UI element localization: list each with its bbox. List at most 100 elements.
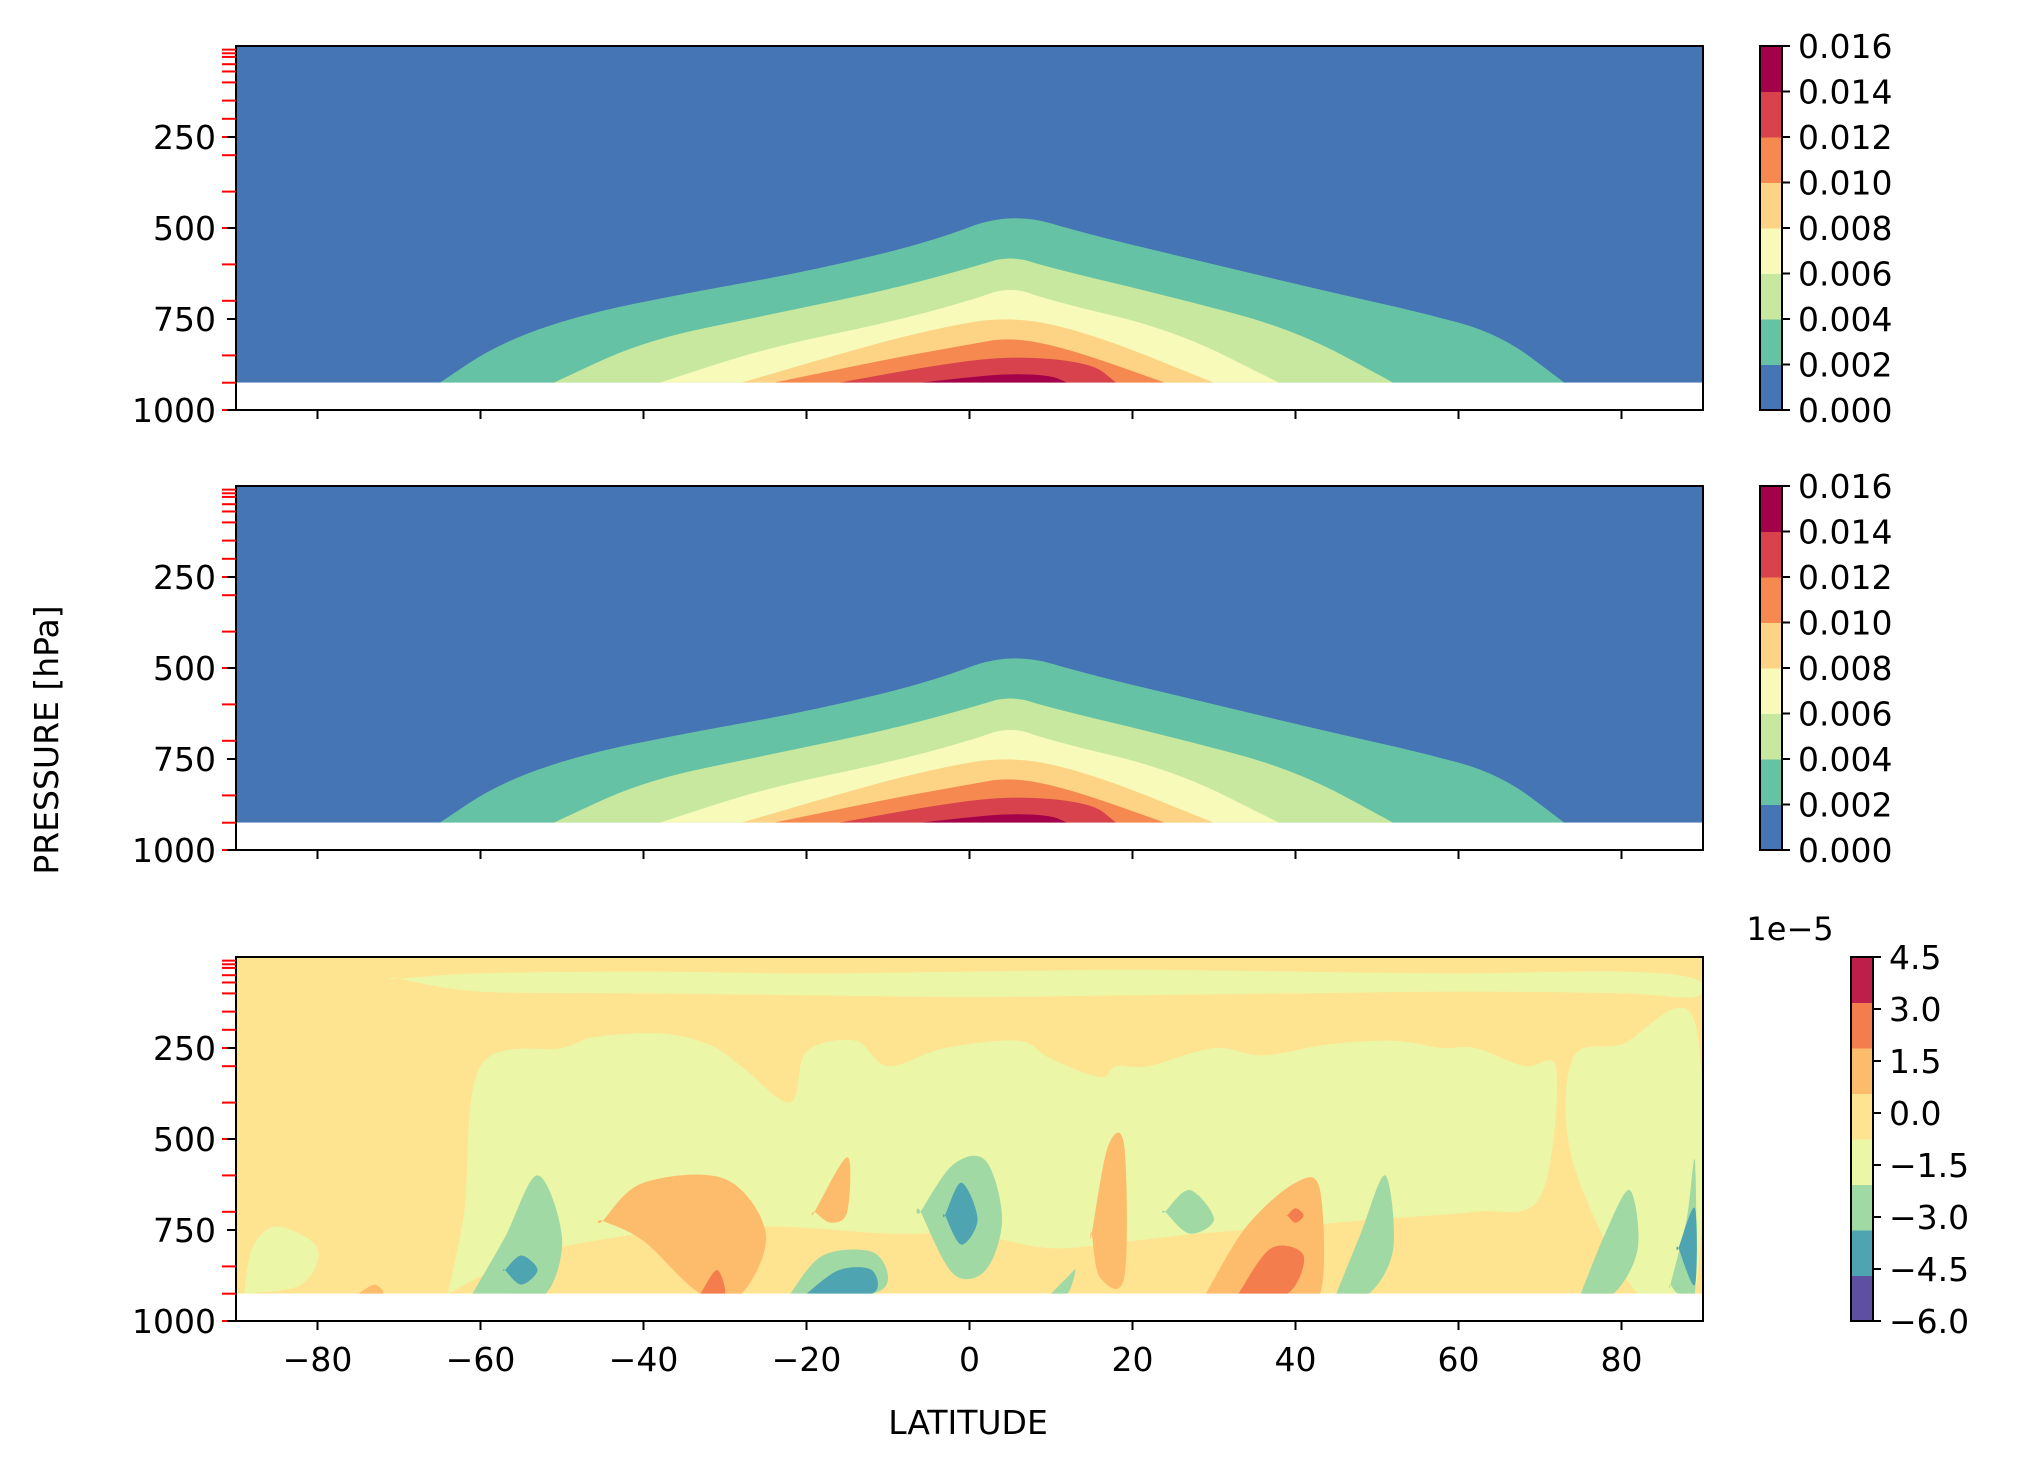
- contour-band: [244, 1226, 319, 1294]
- contour-band: [700, 1270, 726, 1294]
- colorbar-tick-label: 0.008: [1798, 649, 1892, 688]
- y-tick-label: 250: [153, 118, 216, 157]
- y-tick-label: 250: [153, 1029, 216, 1068]
- contour-band: [1162, 1189, 1214, 1234]
- colorbar-top: 0.000 0.002 0.004 0.006 0.008 0.010 0.012 0.014…: [1759, 27, 1892, 430]
- colorbar-segment: [1760, 273, 1782, 320]
- y-tick-label: 1000: [132, 1302, 216, 1341]
- contour-band: [472, 1175, 563, 1294]
- colorbar-tick-label: 3.0: [1889, 990, 1941, 1029]
- colorbar-bottom: 1e−5 −6.0 −4.5 −3.0 −1.5 0.0 1.5 3.0 4.5: [1746, 910, 1969, 1341]
- colorbar-segment: [1851, 1002, 1873, 1049]
- x-axis-label: LATITUDE: [888, 1403, 1048, 1442]
- no-data-strip: [236, 382, 1703, 410]
- colorbar-tick-label: 0.002: [1798, 346, 1892, 385]
- no-data-strip: [236, 1293, 1703, 1321]
- contour-band: [942, 1182, 978, 1245]
- contour-band: [597, 1174, 767, 1294]
- colorbar-segment: [1851, 957, 1873, 1003]
- y-tick-label: 250: [153, 558, 216, 597]
- colorbar-segment: [1760, 759, 1782, 805]
- colorbar-tick-label: 0.014: [1798, 73, 1892, 112]
- colorbar-tick-label: −1.5: [1889, 1146, 1969, 1185]
- colorbar-segment: [1760, 364, 1782, 411]
- colorbar-segment: [1760, 228, 1782, 274]
- contour-band: [502, 1255, 538, 1285]
- colorbar-tick-label: 0.006: [1798, 255, 1892, 294]
- colorbar-segment: [1851, 1093, 1873, 1140]
- colorbar-segment: [1760, 577, 1782, 623]
- colorbar-segment: [1760, 486, 1782, 532]
- colorbar-segment: [1851, 1048, 1873, 1094]
- x-tick-label: −40: [609, 1340, 679, 1379]
- colorbar-tick-label: 0.006: [1798, 695, 1892, 734]
- contour-band: [1580, 1189, 1639, 1294]
- contour-band: [920, 814, 1068, 823]
- colorbar-segment: [1851, 1139, 1873, 1185]
- colorbar-segment: [1851, 1184, 1873, 1231]
- colorbar-tick-label: 0.000: [1798, 391, 1892, 430]
- colorbar-segment: [1760, 622, 1782, 669]
- contour-field: [236, 957, 1703, 1294]
- y-tick-label: 500: [153, 649, 216, 688]
- colorbar-tick-label: 0.012: [1798, 118, 1892, 157]
- contour-band: [811, 1157, 851, 1223]
- colorbar-tick-label: 0.008: [1798, 209, 1892, 248]
- colorbar-tick-label: −6.0: [1889, 1302, 1969, 1341]
- contour-field: [236, 486, 1703, 823]
- colorbar-tick-label: 0.0: [1889, 1094, 1941, 1133]
- colorbar-tick-label: 1.5: [1889, 1042, 1941, 1081]
- contour-band: [447, 1033, 1557, 1294]
- colorbar-segment: [1760, 531, 1782, 578]
- colorbar-tick-label: 0.012: [1798, 558, 1892, 597]
- x-tick-label: 60: [1438, 1340, 1480, 1379]
- contour-field: [236, 46, 1703, 383]
- panel-bottom: 250 500 750 1000 −80 −60 −40 −20 0 20 40 60 80: [132, 956, 1704, 1379]
- colorbar-tick-label: −3.0: [1889, 1198, 1969, 1237]
- x-tick-label: 0: [959, 1340, 980, 1379]
- contour-band: [1238, 1245, 1305, 1294]
- contour-band: [1090, 1132, 1127, 1289]
- no-data-strip: [236, 822, 1703, 850]
- colorbar-segment: [1760, 182, 1782, 229]
- y-tick-label: 500: [153, 1120, 216, 1159]
- y-tick-label: 1000: [132, 831, 216, 870]
- contour-band: [1050, 1269, 1076, 1294]
- contour-band: [920, 374, 1068, 383]
- colorbar-middle: 0.000 0.002 0.004 0.006 0.008 0.010 0.012 0.014…: [1759, 467, 1892, 870]
- colorbar-tick-label: 4.5: [1889, 938, 1941, 977]
- colorbar-tick-label: 0.016: [1798, 467, 1892, 506]
- panel-middle: 250 500 750 1000: [132, 485, 1704, 870]
- colorbar-segment: [1851, 1275, 1873, 1322]
- colorbar-tick-label: 0.002: [1798, 786, 1892, 825]
- y-tick-label: 1000: [132, 391, 216, 430]
- contour-band: [1336, 1175, 1394, 1294]
- x-tick-label: 20: [1112, 1340, 1154, 1379]
- colorbar-offset-label: 1e−5: [1746, 910, 1833, 948]
- contour-band: [801, 1267, 878, 1294]
- contour-band: [358, 1284, 384, 1294]
- contour-band: [1676, 1207, 1697, 1286]
- y-tick-label: 750: [153, 740, 216, 779]
- colorbar-tick-label: −4.5: [1889, 1250, 1969, 1289]
- colorbar-tick-label: 0.010: [1798, 164, 1892, 203]
- contour-band: [388, 969, 1703, 998]
- contour-band: [1286, 1208, 1304, 1223]
- contour-band: [1565, 1007, 1703, 1294]
- colorbar-tick-label: 0.010: [1798, 604, 1892, 643]
- colorbar-tick-label: 0.004: [1798, 740, 1892, 779]
- colorbar-tick-label: 0.014: [1798, 513, 1892, 552]
- panel-top: 250 500 750 1000: [132, 45, 1704, 430]
- colorbar-segment: [1760, 46, 1782, 92]
- colorbar-tick-label: 0.016: [1798, 27, 1892, 66]
- colorbar-segment: [1760, 668, 1782, 714]
- colorbar-segment: [1760, 319, 1782, 365]
- y-tick-label: 750: [153, 300, 216, 339]
- colorbar-segment: [1851, 1230, 1873, 1276]
- x-tick-label: 40: [1275, 1340, 1317, 1379]
- colorbar-frame: [1850, 956, 1874, 1322]
- colorbar-segment: [1760, 137, 1782, 183]
- y-tick-label: 500: [153, 209, 216, 248]
- colorbar-segment: [1760, 804, 1782, 851]
